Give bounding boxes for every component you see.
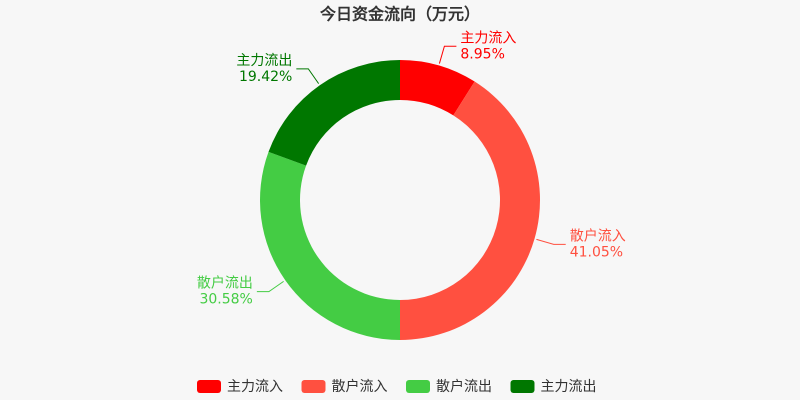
leader-line: [296, 68, 320, 84]
slice-label: 主力流出: [236, 53, 292, 69]
legend-label: 散户流入: [332, 378, 388, 395]
slice-value: 19.42%: [239, 69, 292, 85]
leader-line: [438, 45, 457, 64]
legend-swatch: [406, 380, 430, 393]
legend-label: 主力流出: [541, 379, 597, 395]
legend-swatch: [301, 380, 326, 393]
slice-value: 30.58%: [199, 292, 252, 308]
slice-label: 散户流入: [570, 227, 626, 244]
legend-label: 散户流出: [436, 378, 492, 395]
slice-label: 散户流出: [197, 275, 253, 292]
legend-label: 主力流入: [227, 379, 283, 395]
donut-segment: [400, 81, 540, 340]
legend-swatch: [510, 380, 535, 393]
legend-swatch: [197, 380, 221, 393]
donut-segment: [259, 151, 400, 340]
leader-line: [536, 238, 566, 245]
donut-segment: [400, 60, 475, 116]
slice-value: 8.95%: [460, 46, 504, 62]
leader-line: [256, 280, 284, 293]
slice-value: 41.05%: [570, 244, 623, 260]
donut-segment: [268, 60, 400, 166]
chart-title: 今日资金流向（万元）: [319, 5, 480, 24]
slice-label: 主力流入: [460, 30, 516, 46]
